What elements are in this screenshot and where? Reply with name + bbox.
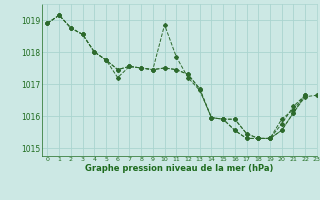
X-axis label: Graphe pression niveau de la mer (hPa): Graphe pression niveau de la mer (hPa)	[85, 164, 273, 173]
